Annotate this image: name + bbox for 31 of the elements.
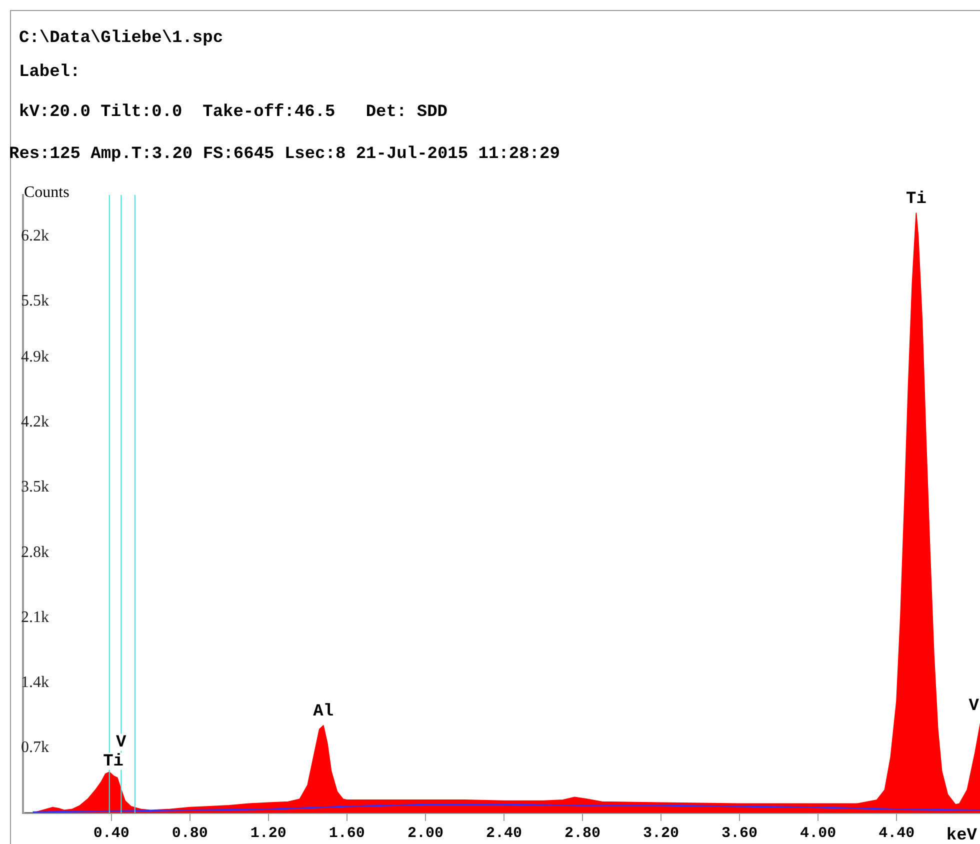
annotation: Ti (103, 752, 124, 772)
text: kV:20.0 Tilt:0.0 Take-off:46.5 Det: SDD (19, 103, 448, 122)
y-tick-label: 0.7k (21, 739, 49, 756)
x-tick-label: 4.00 (800, 824, 836, 842)
x-tick-label: 2.80 (564, 824, 600, 842)
x-axis-title: keV (946, 826, 978, 844)
y-axis-title: Counts (24, 184, 70, 202)
x-tick-label: 0.40 (93, 824, 130, 842)
y-tick-label: 1.4k (21, 674, 49, 691)
x-tick-label: 2.00 (407, 824, 444, 842)
y-tick-label: 3.5k (21, 478, 49, 496)
x-tick-label: 3.20 (643, 824, 680, 842)
annotation: V (116, 734, 128, 753)
y-tick-label: 5.5k (21, 292, 49, 310)
x-tick-label: 3.60 (722, 824, 758, 842)
x-tick-label: 4.40 (878, 824, 915, 842)
text: Res:125 Amp.T:3.20 FS:6645 Lsec:8 21-Jul-2015 11:28:29 (9, 145, 560, 164)
y-tick-label: 4.2k (21, 414, 49, 431)
x-tick-label: 0.80 (172, 824, 208, 842)
chart-title: C:\Data\Gliebe\1.spc (19, 29, 224, 48)
y-tick-label: 6.2k (21, 228, 49, 245)
x-tick-label: 1.20 (250, 824, 286, 842)
chart-subtitle: Label: (19, 63, 80, 82)
x-tick-label: 1.60 (328, 824, 365, 842)
annotation: V (968, 696, 980, 716)
y-tick-label: 2.8k (21, 544, 49, 561)
y-tick-label: 2.1k (21, 608, 49, 626)
annotation: Ti (906, 190, 926, 209)
y-tick-label: 4.9k (21, 348, 49, 366)
annotation: Al (313, 702, 334, 722)
x-tick-label: 2.40 (486, 824, 522, 842)
